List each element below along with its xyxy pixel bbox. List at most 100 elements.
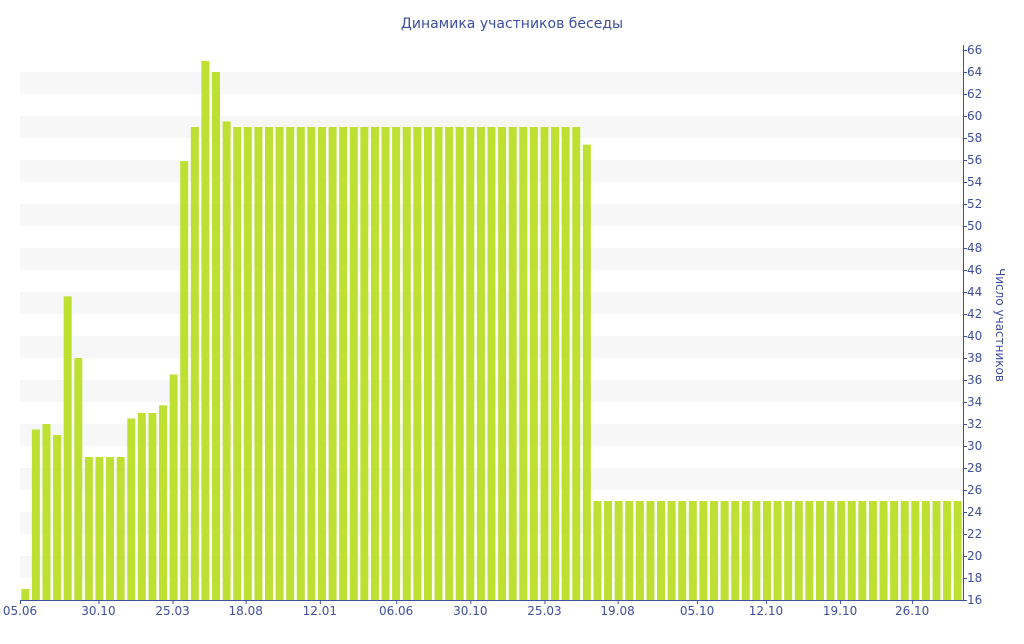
- bar: [201, 61, 210, 600]
- x-tick-label: 19.08: [600, 604, 634, 618]
- y-tick-label: 32: [967, 417, 982, 431]
- bar: [275, 127, 284, 600]
- bar: [339, 127, 348, 600]
- bar: [741, 501, 750, 600]
- x-tick-label: 05.06: [3, 604, 37, 618]
- bar: [434, 127, 443, 600]
- bar: [710, 501, 719, 600]
- bar: [148, 413, 157, 600]
- bar: [286, 127, 295, 600]
- bar: [42, 424, 51, 600]
- bar: [74, 358, 83, 600]
- bar: [455, 127, 464, 600]
- y-tick-label: 66: [967, 43, 982, 57]
- y-tick-label: 48: [967, 241, 982, 255]
- bar: [688, 501, 697, 600]
- x-tick-label: 05.10: [680, 604, 714, 618]
- axes: 16 18 20 22 24 26 28 30 32 34 36 38 40 42 44 46 48 50 52 54…: [3, 43, 982, 618]
- bar: [794, 501, 803, 600]
- bar: [625, 501, 634, 600]
- bar: [498, 127, 507, 600]
- chart-title: Динамика участников беседы: [401, 16, 623, 32]
- bar: [953, 501, 962, 600]
- bar: [667, 501, 676, 600]
- y-tick-label: 46: [967, 263, 982, 277]
- bar: [180, 161, 189, 600]
- bar: [328, 127, 337, 600]
- bar: [752, 501, 761, 600]
- x-tick-label: 30.10: [81, 604, 115, 618]
- bar: [169, 374, 178, 600]
- bar: [95, 457, 104, 600]
- bar: [243, 127, 252, 600]
- bar: [932, 501, 941, 600]
- y-tick-label: 44: [967, 285, 982, 299]
- x-tick-label: 12.10: [749, 604, 783, 618]
- bar: [635, 501, 644, 600]
- bar: [190, 127, 199, 600]
- bar: [837, 501, 846, 600]
- y-tick-label: 22: [967, 527, 982, 541]
- grid-band: [20, 72, 963, 94]
- bar: [657, 501, 666, 600]
- bar: [63, 296, 72, 600]
- bar: [805, 501, 814, 600]
- bar: [106, 457, 115, 600]
- bar: [868, 501, 877, 600]
- y-tick-label: 16: [967, 593, 982, 607]
- bar: [593, 501, 602, 600]
- bar: [508, 127, 517, 600]
- bar: [773, 501, 782, 600]
- y-tick-label: 18: [967, 571, 982, 585]
- y-tick-label: 26: [967, 483, 982, 497]
- y-tick-label: 20: [967, 549, 982, 563]
- bar: [445, 127, 454, 600]
- y-tick-label: 36: [967, 373, 982, 387]
- bar: [296, 127, 305, 600]
- bar: [900, 501, 909, 600]
- y-tick-label: 52: [967, 197, 982, 211]
- x-tick-label: 18.08: [229, 604, 263, 618]
- bar: [402, 127, 411, 600]
- bar: [307, 127, 316, 600]
- bar: [476, 127, 485, 600]
- y-tick-label: 58: [967, 131, 982, 145]
- bar: [646, 501, 655, 600]
- bars: [21, 61, 962, 600]
- bar: [551, 127, 560, 600]
- bar: [921, 501, 930, 600]
- bar: [222, 121, 231, 600]
- bar: [561, 127, 570, 600]
- bar: [21, 589, 30, 600]
- bar: [699, 501, 708, 600]
- y-tick-label: 60: [967, 109, 982, 123]
- bar: [127, 418, 136, 600]
- x-tick-label: 25.03: [527, 604, 561, 618]
- x-tick-label: 30.10: [453, 604, 487, 618]
- y-tick-label: 56: [967, 153, 982, 167]
- bar: [540, 127, 549, 600]
- bar: [826, 501, 835, 600]
- y-axis-label: Число участников: [993, 268, 1007, 382]
- bar: [116, 457, 125, 600]
- bar: [381, 127, 390, 600]
- bar: [212, 72, 221, 600]
- bar: [413, 127, 422, 600]
- bar: [604, 501, 613, 600]
- bar: [487, 127, 496, 600]
- bar: [731, 501, 740, 600]
- bar: [349, 127, 358, 600]
- x-tick-label: 25.03: [155, 604, 189, 618]
- x-tick-label: 19.10: [823, 604, 857, 618]
- bar: [360, 127, 369, 600]
- bar: [84, 457, 93, 600]
- bar: [890, 501, 899, 600]
- y-tick-label: 24: [967, 505, 982, 519]
- bar: [582, 144, 591, 600]
- bar: [815, 501, 824, 600]
- bar: [572, 127, 581, 600]
- bar: [943, 501, 952, 600]
- y-tick-label: 30: [967, 439, 982, 453]
- bar: [720, 501, 729, 600]
